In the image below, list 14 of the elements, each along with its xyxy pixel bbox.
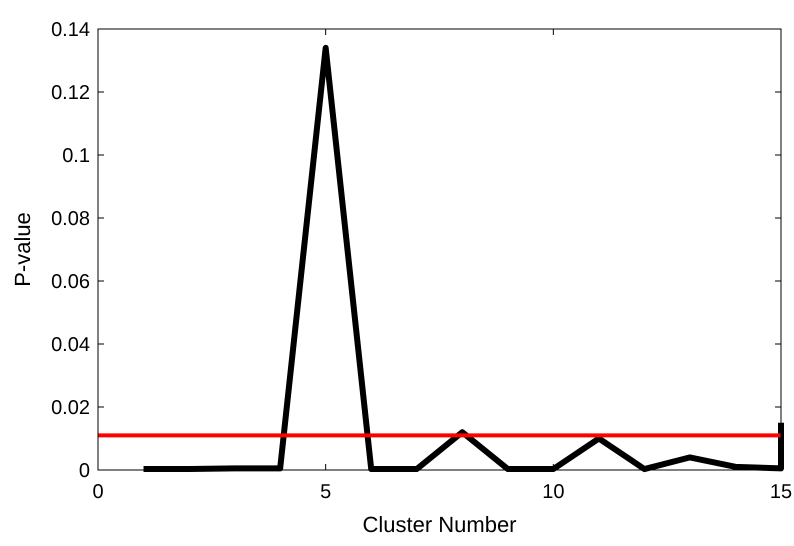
y-tick-label: 0.06 [51,271,90,293]
y-tick-label: 0.08 [51,208,90,230]
y-tick-label: 0.12 [51,82,90,104]
x-tick-label: 5 [320,481,332,503]
x-tick-label: 10 [542,481,564,503]
x-axis-title: Cluster Number [362,512,517,537]
y-axis-title: P-value [10,212,35,287]
y-tick-label: 0.02 [51,397,90,419]
x-tick-label: 15 [770,481,792,503]
y-tick-label: 0.14 [51,19,90,41]
y-tick-label: 0 [78,460,90,482]
y-tick-label: 0.1 [62,145,90,167]
x-tick-label: 0 [92,481,104,503]
y-tick-label: 0.04 [51,334,90,356]
